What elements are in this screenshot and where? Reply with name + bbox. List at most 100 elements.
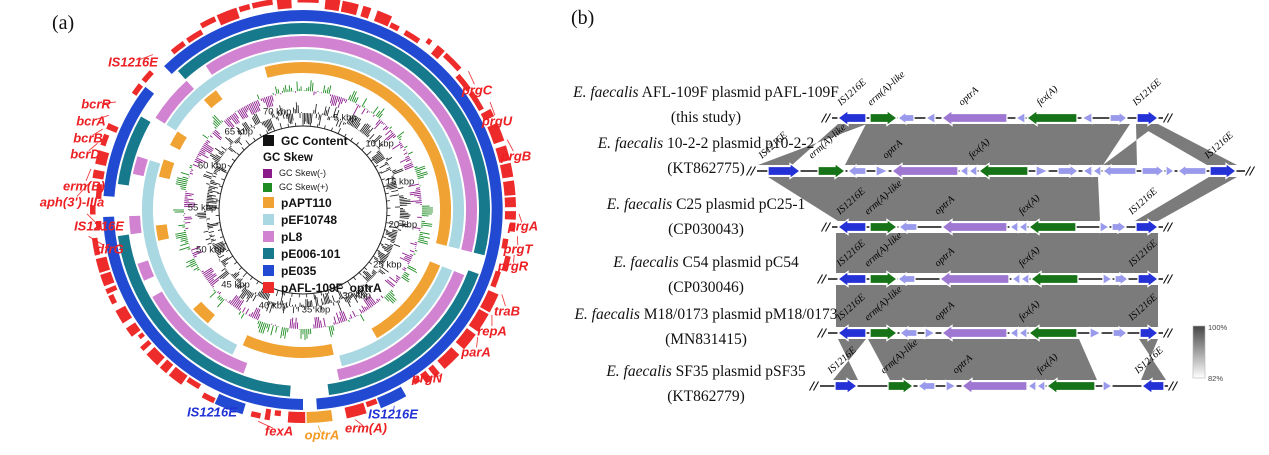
gene-arrow-orfs [924, 326, 937, 340]
scalebar-min-label: 82% [1208, 374, 1223, 383]
circular-map [76, 0, 523, 433]
gene-arrow-orfs [1035, 379, 1046, 393]
gene-arrow-orf [1057, 163, 1080, 179]
gene-arrow-erm [869, 324, 899, 342]
ring-pL8 [129, 36, 478, 381]
leader-line [501, 294, 506, 307]
gene-arrow-orf [896, 271, 916, 287]
gene-arrow-is [1140, 377, 1165, 395]
identity-scalebar: 100% 82% [1192, 323, 1228, 383]
leader-line [85, 168, 92, 182]
homology-block [833, 339, 866, 380]
leader-line [512, 254, 515, 263]
gene-arrow-optrA [940, 218, 1008, 236]
gene-arrow-is [834, 377, 859, 395]
gene-arrow-orfs [1035, 164, 1050, 178]
homology-block [868, 339, 1097, 380]
leader-line [354, 419, 364, 426]
gene-arrow-orfs [1099, 220, 1111, 234]
gene-arrow-orfs [875, 164, 890, 178]
leader-line [96, 114, 109, 120]
ring-pAFL-109F_optrA [89, 0, 516, 424]
homology-block [758, 124, 867, 165]
gene-arrow-orf [898, 325, 918, 341]
gene-arrow-orfs [1026, 379, 1037, 393]
gene-arrow-orfs [1017, 220, 1028, 234]
gene-arrow-is [836, 109, 867, 127]
gene-arrow-orfs [1010, 272, 1021, 286]
gene-arrow-is [836, 324, 867, 342]
ring-pAPT110 [155, 62, 451, 358]
gene-arrow-orfs [1165, 164, 1176, 178]
gene-arrow-is [1139, 324, 1160, 342]
gene-arrow-erm [869, 270, 899, 288]
homology-block [1139, 339, 1166, 380]
gene-arrow-optrA [890, 162, 959, 180]
gene-arrow-orf [846, 163, 867, 179]
gene-arrow-is [836, 218, 867, 236]
gene-arrow-fex [977, 162, 1029, 180]
homology-block [1136, 124, 1237, 165]
homology-block [1135, 177, 1237, 221]
gene-arrow-orf [1109, 110, 1129, 126]
gene-arrow-optrA [940, 324, 1008, 342]
leader-line [86, 213, 96, 223]
leader-line [257, 420, 273, 429]
gene-arrow-orfs [1008, 326, 1019, 340]
gene-arrow-orfs [1091, 164, 1102, 178]
gene-arrow-orfs [1081, 164, 1093, 178]
gene-arrow-fex [1025, 109, 1078, 127]
gene-arrow-orfs [1102, 272, 1114, 286]
leader-line [392, 405, 395, 412]
gene-arrow-orfs [945, 379, 958, 393]
gene-arrow-is [1136, 109, 1160, 127]
leader-line [431, 375, 442, 378]
gene-arrow-is [836, 270, 867, 288]
leader-line [317, 425, 322, 433]
homology-block [768, 177, 866, 221]
gene-arrow-fex [1027, 218, 1077, 236]
gene-arrow-orfs [958, 164, 969, 178]
leader-line [88, 235, 104, 246]
leader-line [213, 408, 219, 412]
ring-pEF10748 [141, 49, 464, 367]
gene-name-label: erm(A)-like [866, 69, 908, 108]
gene-arrow-orf [897, 219, 918, 235]
gene-arrow-optrA [940, 109, 1008, 127]
gene-arrow-fex [1029, 270, 1079, 288]
gene-arrow-optrA [938, 270, 1010, 288]
gene-arrow-is [767, 162, 802, 180]
gene-arrow-is [1209, 162, 1238, 180]
gene-arrow-orfs [1017, 326, 1028, 340]
leader-line [518, 213, 523, 223]
scalebar-max-label: 100% [1208, 323, 1228, 332]
homology-block [836, 233, 1158, 273]
gene-name-label: optrA [957, 84, 982, 108]
leader-line [476, 336, 479, 348]
gene-arrow-orf [1114, 271, 1130, 287]
gene-arrow-orfs [1019, 272, 1030, 286]
gene-name-label: erm(A)-like [807, 122, 849, 161]
gene-name-label: IS1216E [835, 77, 869, 109]
gene-arrow-orf [896, 110, 915, 126]
gene-arrow-erm [869, 109, 899, 127]
gc-content-track [195, 102, 411, 314]
gene-arrow-is [1137, 270, 1160, 288]
leader-line [76, 183, 89, 197]
gene-arrow-orfs [1102, 379, 1114, 393]
gene-arrow-orfs [1014, 111, 1026, 125]
gene-arrow-orf [1101, 163, 1137, 179]
gene-arrow-erm [817, 162, 847, 180]
leader-line [101, 101, 116, 104]
gene-arrow-fex [1027, 324, 1078, 342]
homology-block [836, 285, 1158, 327]
ring-pE035 [103, 10, 503, 410]
gene-arrow-orfs [1080, 111, 1093, 125]
leader-line [489, 101, 496, 116]
scale-circle [213, 120, 393, 300]
homology-block [845, 124, 1130, 165]
leader-line [468, 70, 475, 85]
